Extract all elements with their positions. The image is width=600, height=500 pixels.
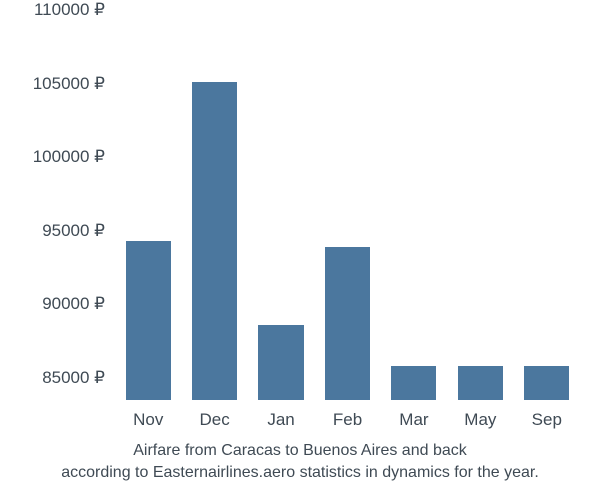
x-tick-label: Mar <box>399 410 428 430</box>
bar <box>192 82 237 400</box>
bar <box>458 366 503 400</box>
bar <box>524 366 569 400</box>
airfare-bar-chart: 85000 ₽ 90000 ₽ 95000 ₽ 100000 ₽ 105000 ₽ 110… <box>0 0 600 500</box>
y-tick-label: 90000 ₽ <box>42 294 105 314</box>
y-tick-label: 105000 ₽ <box>33 74 105 94</box>
bar <box>126 241 171 400</box>
x-tick-label: Sep <box>532 410 562 430</box>
y-tick-label: 100000 ₽ <box>33 147 105 167</box>
x-tick-label: May <box>464 410 496 430</box>
y-tick-label: 110000 ₽ <box>34 0 105 20</box>
x-tick-label: Feb <box>333 410 362 430</box>
x-tick-label: Nov <box>133 410 163 430</box>
bars-layer <box>115 10 580 400</box>
x-axis: Nov Dec Jan Feb Mar May Sep <box>115 410 580 440</box>
bar <box>391 366 436 400</box>
x-tick-label: Jan <box>267 410 294 430</box>
caption-line: Airfare from Caracas to Buenos Aires and… <box>0 440 600 462</box>
plot-area <box>115 10 580 400</box>
y-tick-label: 85000 ₽ <box>42 368 105 388</box>
y-tick-label: 95000 ₽ <box>42 221 105 241</box>
y-axis: 85000 ₽90000 ₽95000 ₽100000 ₽105000 ₽110… <box>0 10 105 400</box>
x-tick-label: Dec <box>200 410 230 430</box>
bar <box>258 325 303 400</box>
bar <box>325 247 370 400</box>
caption-line: according to Easternairlines.aero statis… <box>0 462 600 484</box>
chart-caption: Airfare from Caracas to Buenos Aires and… <box>0 440 600 484</box>
